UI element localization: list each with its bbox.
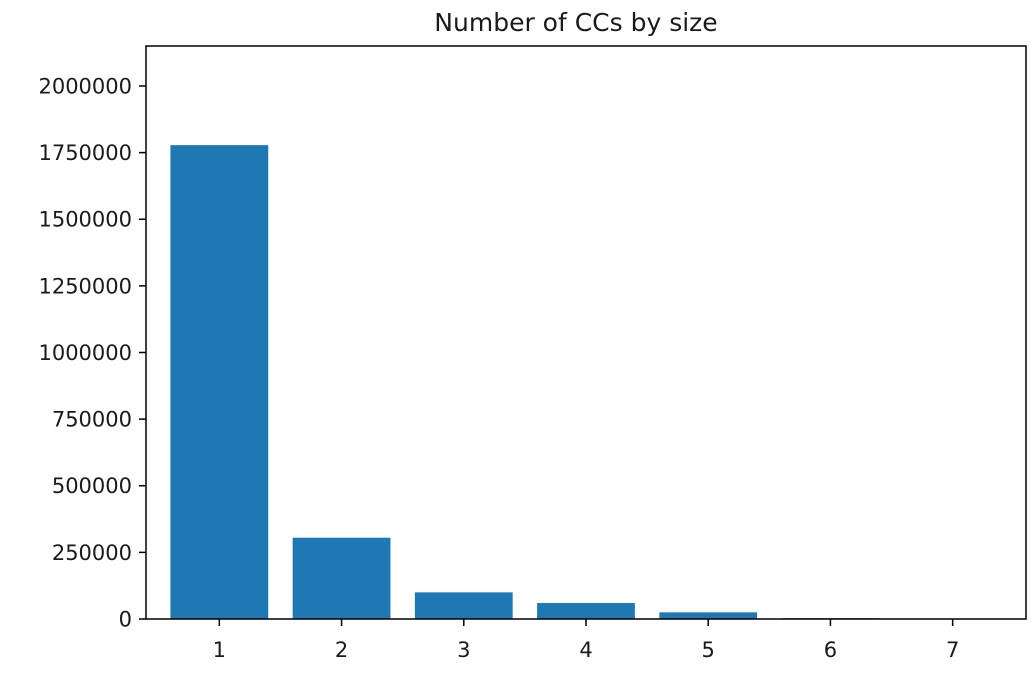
x-tick-label: 6 [824, 638, 837, 662]
y-tick-label: 1250000 [38, 274, 132, 298]
x-tick-label: 5 [702, 638, 715, 662]
x-axis: 1 2 3 4 5 6 7 [213, 619, 959, 662]
y-tick-label: 1750000 [38, 141, 132, 165]
bar-1 [170, 145, 269, 619]
y-tick-label: 1500000 [38, 208, 132, 232]
y-tick-label: 0 [119, 608, 132, 632]
bar-2 [292, 537, 391, 619]
x-tick-label: 1 [213, 638, 226, 662]
bar-5 [659, 612, 758, 619]
y-tick-label: 250000 [52, 541, 132, 565]
y-axis: 0 250000 500000 750000 1000000 1250000 1500000… [38, 74, 146, 632]
chart-title: Number of CCs by size [434, 8, 717, 37]
x-tick-label: 4 [579, 638, 592, 662]
y-tick-label: 1000000 [38, 341, 132, 365]
x-tick-label: 2 [335, 638, 348, 662]
x-tick-label: 7 [946, 638, 959, 662]
y-tick-label: 2000000 [38, 74, 132, 98]
bar-4 [537, 603, 635, 619]
plot-frame [145, 45, 1027, 620]
bar-3 [414, 592, 513, 619]
y-tick-label: 750000 [52, 408, 132, 432]
y-tick-label: 500000 [52, 474, 132, 498]
x-tick-label: 3 [457, 638, 470, 662]
bar-series [170, 145, 1002, 619]
